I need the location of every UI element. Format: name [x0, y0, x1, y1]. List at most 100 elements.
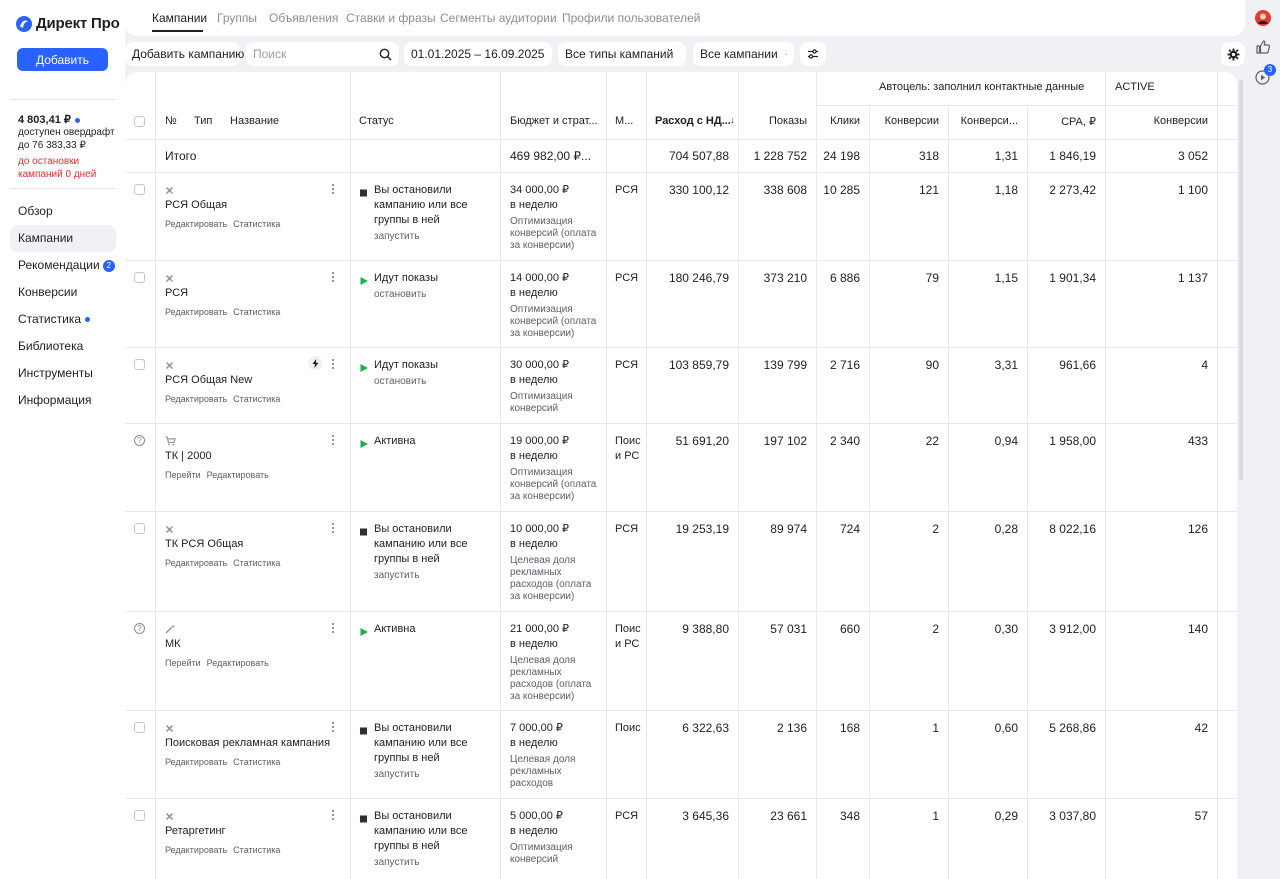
- campaign-link-2[interactable]: Редактировать: [206, 470, 269, 480]
- campaign-name[interactable]: РСЯ Общая: [165, 199, 228, 211]
- campaign-link-2[interactable]: Статистика: [233, 757, 281, 767]
- sidebar-item-6[interactable]: Библиотека: [10, 333, 116, 360]
- header-spend[interactable]: Расход с НД...: [655, 115, 731, 127]
- campaign-link-1[interactable]: Перейти: [165, 658, 201, 668]
- campaign-link-1[interactable]: Редактировать: [165, 558, 228, 568]
- campaign-link-1[interactable]: Редактировать: [165, 219, 228, 229]
- campaign-name[interactable]: МК: [165, 638, 181, 650]
- campaign-link-1[interactable]: Перейти: [165, 470, 201, 480]
- filter-settings-button[interactable]: [800, 42, 826, 66]
- row-checkbox[interactable]: [134, 359, 145, 370]
- sidebar-item-1[interactable]: Обзор: [10, 198, 116, 225]
- strategy-line: Оптимизация: [510, 391, 573, 402]
- vertical-scrollbar[interactable]: [1239, 80, 1243, 480]
- play-video-icon[interactable]: [1255, 70, 1270, 85]
- campaign-name[interactable]: РСЯ: [165, 287, 189, 299]
- campaign-link-1[interactable]: Редактировать: [165, 307, 228, 317]
- logo[interactable]: Директ Про: [16, 15, 120, 32]
- search-icon[interactable]: [379, 48, 392, 61]
- sort-desc-icon[interactable]: ↓: [730, 115, 735, 125]
- header-m[interactable]: М...: [615, 115, 634, 127]
- header-name[interactable]: Название: [230, 115, 280, 127]
- sidebar-item-8[interactable]: Информация: [10, 387, 116, 414]
- campaign-link-2[interactable]: Статистика: [233, 307, 281, 317]
- strategy-line: конверсий (оплата: [510, 479, 597, 490]
- row-menu-icon[interactable]: [331, 183, 335, 195]
- total-active-conversions: 3 052: [1177, 149, 1208, 163]
- campaign-link-2[interactable]: Статистика: [233, 558, 281, 568]
- row-menu-icon[interactable]: [331, 721, 335, 733]
- table-settings-button[interactable]: [1221, 42, 1245, 66]
- help-icon[interactable]: ?: [134, 623, 145, 634]
- campaign-types-select[interactable]: Все типы кампаний: [558, 42, 686, 66]
- campaign-name[interactable]: Поисковая рекламная кампания: [165, 737, 331, 749]
- sidebar-item-2[interactable]: Кампании: [10, 225, 116, 252]
- sidebar-item-3[interactable]: Рекомендации 2: [10, 252, 116, 279]
- tab-1[interactable]: Кампании: [152, 11, 208, 25]
- row-menu-icon[interactable]: [331, 434, 335, 446]
- add-button[interactable]: Добавить: [17, 48, 108, 71]
- total-spend: 704 507,88: [668, 149, 729, 163]
- tab-4[interactable]: Ставки и фразы: [346, 11, 436, 25]
- status-action-link[interactable]: запустить: [374, 570, 420, 581]
- avatar[interactable]: [1255, 10, 1271, 26]
- header-number[interactable]: №: [165, 115, 177, 127]
- search-input[interactable]: Поиск: [246, 42, 399, 66]
- campaign-name[interactable]: Ретаргетинг: [165, 825, 226, 837]
- select-all-checkbox[interactable]: [134, 116, 145, 127]
- help-icon[interactable]: ?: [134, 435, 145, 446]
- status-action-link[interactable]: запустить: [374, 769, 420, 780]
- campaign-link-2[interactable]: Редактировать: [206, 658, 269, 668]
- campaign-link-2[interactable]: Статистика: [233, 845, 281, 855]
- status-action-link[interactable]: запустить: [374, 857, 420, 868]
- header-type[interactable]: Тип: [194, 115, 213, 127]
- add-campaign-button[interactable]: Добавить кампанию: [125, 42, 244, 66]
- campaign-name[interactable]: ТК | 2000: [165, 450, 212, 462]
- placement-type: РСЯ: [615, 810, 639, 822]
- row-checkbox[interactable]: [134, 184, 145, 195]
- row-divider: [125, 172, 1237, 173]
- campaign-link-2[interactable]: Статистика: [233, 394, 281, 404]
- row-menu-icon[interactable]: [331, 358, 335, 370]
- sidebar-item-7[interactable]: Инструменты: [10, 360, 116, 387]
- row-menu-icon[interactable]: [331, 622, 335, 634]
- strategy-line: конверсий: [510, 854, 559, 865]
- status-action-link[interactable]: запустить: [374, 231, 420, 242]
- sidebar-item-5[interactable]: Статистика: [10, 306, 116, 333]
- active-tab-indicator: [152, 30, 203, 32]
- status-action-link[interactable]: остановить: [374, 289, 427, 300]
- campaign-name[interactable]: ТК РСЯ Общая: [165, 538, 244, 550]
- status-action-link[interactable]: остановить: [374, 376, 427, 387]
- thumbs-up-icon[interactable]: [1255, 39, 1271, 55]
- row-checkbox[interactable]: [134, 523, 145, 534]
- cross-icon: [165, 523, 174, 537]
- header-status[interactable]: Статус: [359, 115, 394, 127]
- row-menu-icon[interactable]: [331, 522, 335, 534]
- header-budget[interactable]: Бюджет и страт...: [510, 115, 598, 127]
- row-menu-icon[interactable]: [331, 271, 335, 283]
- tab-5[interactable]: Сегменты аудитории: [440, 11, 557, 25]
- campaign-link-1[interactable]: Редактировать: [165, 394, 228, 404]
- campaign-link-1[interactable]: Редактировать: [165, 845, 228, 855]
- sidebar-item-label: Конверсии: [18, 285, 78, 299]
- campaign-name[interactable]: РСЯ Общая New: [165, 374, 253, 386]
- row-checkbox[interactable]: [134, 272, 145, 283]
- campaigns-filter-select[interactable]: Все кампании: [693, 42, 794, 66]
- row-menu-icon[interactable]: [331, 809, 335, 821]
- tab-2[interactable]: Группы: [217, 11, 257, 25]
- strategy-line: Оптимизация: [510, 304, 573, 315]
- sidebar-item-4[interactable]: Конверсии: [10, 279, 116, 306]
- balance[interactable]: 4 803,41 ₽: [18, 113, 80, 126]
- campaign-link-1[interactable]: Редактировать: [165, 757, 228, 767]
- campaign-link-2[interactable]: Статистика: [233, 219, 281, 229]
- status-text: Активна: [374, 623, 416, 635]
- tab-6[interactable]: Профили пользователей: [562, 11, 701, 25]
- row-divider: [125, 710, 1237, 711]
- date-range-select[interactable]: 01.01.2025 – 16.09.2025: [404, 42, 552, 66]
- row-checkbox[interactable]: [134, 722, 145, 733]
- row-checkbox[interactable]: [134, 810, 145, 821]
- cross-icon: [165, 184, 174, 198]
- tab-3[interactable]: Объявления: [269, 11, 339, 25]
- lightning-icon[interactable]: [308, 356, 322, 370]
- row-divider: [125, 511, 1237, 512]
